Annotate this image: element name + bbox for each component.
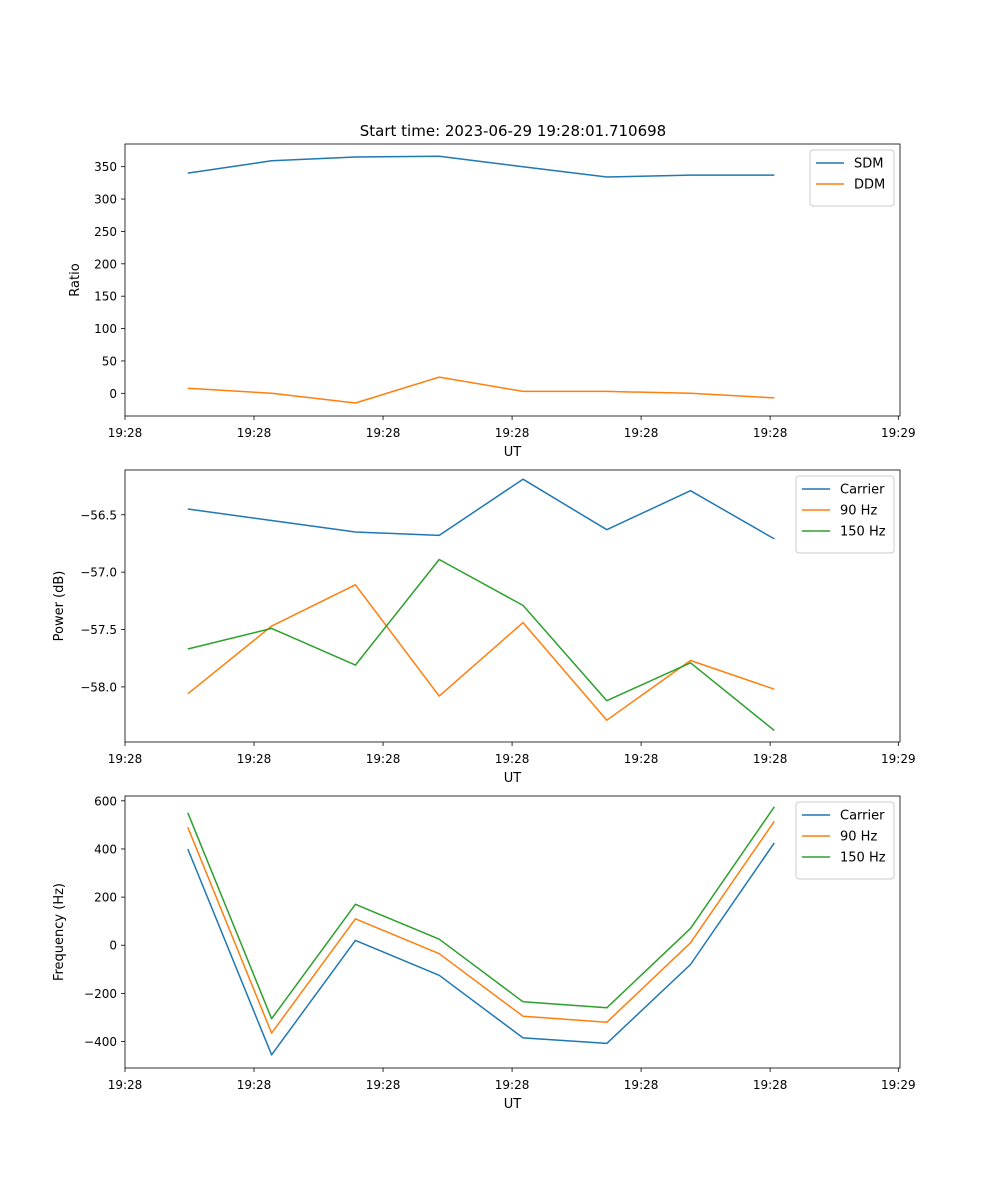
x-tick-label: 19:28 [366, 426, 401, 440]
x-tick-label: 19:29 [881, 1078, 916, 1092]
x-axis-label: UT [504, 445, 522, 460]
y-axis-label: Ratio [68, 263, 83, 296]
x-tick-label: 19:28 [108, 1078, 143, 1092]
legend-label: Carrier [840, 483, 885, 498]
y-tick-label: 50 [102, 354, 117, 368]
y-tick-label: −57.0 [80, 566, 117, 580]
series-line-carrier [187, 842, 775, 1056]
legend-label: SDM [854, 157, 883, 172]
series-line-150-hz [187, 806, 775, 1020]
series-line-90-hz [187, 584, 775, 721]
chart-panel-3: 19:28 19:28 19:28 19:28 19:28 19:28 19:29 −400 −… [52, 794, 916, 1112]
series-line-carrier [187, 478, 775, 540]
x-tick-label: 19:29 [881, 752, 916, 766]
y-tick-label: 300 [94, 193, 117, 207]
figure-title: Start time: 2023-06-29 19:28:01.710698 [360, 122, 666, 140]
x-tick-label: 19:28 [237, 1078, 272, 1092]
y-tick-label: 0 [109, 939, 117, 953]
y-tick-label: 200 [94, 257, 117, 271]
axes-frame [124, 795, 901, 1069]
y-tick-label: −400 [84, 1035, 117, 1049]
series-line-sdm [187, 155, 775, 178]
series-line-150-hz [187, 558, 775, 732]
x-tick-label: 19:28 [108, 426, 143, 440]
x-axis-label: UT [504, 771, 522, 786]
x-tick-label: 19:28 [624, 752, 659, 766]
x-tick-label: 19:28 [366, 752, 401, 766]
x-tick-label: 19:28 [237, 426, 272, 440]
y-tick-label: −200 [84, 987, 117, 1001]
y-tick-label: 250 [94, 225, 117, 239]
x-tick-label: 19:28 [237, 752, 272, 766]
legend-box [795, 475, 895, 554]
y-axis-label: Frequency (Hz) [52, 883, 67, 981]
axes-frame [124, 143, 901, 417]
y-tick-label: −58.0 [80, 680, 117, 694]
series-line-ddm [187, 376, 775, 404]
legend-label: DDM [854, 178, 885, 193]
y-tick-label: 0 [109, 387, 117, 401]
legend-label: 150 Hz [840, 851, 886, 866]
y-tick-label: 150 [94, 290, 117, 304]
y-tick-label: 200 [94, 891, 117, 905]
chart-panel-1: 19:28 19:28 19:28 19:28 19:28 19:28 19:29 0 50 10… [68, 143, 916, 460]
x-tick-label: 19:28 [753, 426, 788, 440]
y-tick-label: −56.5 [80, 508, 117, 522]
y-tick-label: 350 [94, 160, 117, 174]
legend-label: 90 Hz [840, 830, 877, 845]
x-axis-label: UT [504, 1097, 522, 1112]
x-tick-label: 19:28 [753, 1078, 788, 1092]
series-line-90-hz [187, 820, 775, 1034]
x-tick-label: 19:29 [881, 426, 916, 440]
legend: Carrier 90 Hz 150 Hz [795, 801, 895, 880]
x-tick-label: 19:28 [624, 426, 659, 440]
legend-box [809, 149, 895, 207]
x-tick-label: 19:28 [624, 1078, 659, 1092]
x-tick-label: 19:28 [108, 752, 143, 766]
x-tick-label: 19:28 [495, 752, 530, 766]
y-axis-label: Power (dB) [52, 571, 67, 642]
legend-label: 90 Hz [840, 504, 877, 519]
y-tick-label: 400 [94, 842, 117, 856]
x-tick-label: 19:28 [753, 752, 788, 766]
x-tick-label: 19:28 [366, 1078, 401, 1092]
legend-label: 150 Hz [840, 525, 886, 540]
legend: Carrier 90 Hz 150 Hz [795, 475, 895, 554]
legend-label: Carrier [840, 809, 885, 824]
axes-frame [124, 469, 901, 743]
y-tick-label: −57.5 [80, 623, 117, 637]
legend-box [795, 801, 895, 880]
chart-panel-2: 19:28 19:28 19:28 19:28 19:28 19:28 19:29 −58.0… [52, 469, 916, 786]
y-tick-label: 600 [94, 794, 117, 808]
x-tick-label: 19:28 [495, 426, 530, 440]
y-tick-label: 100 [94, 322, 117, 336]
x-tick-label: 19:28 [495, 1078, 530, 1092]
legend: SDM DDM [809, 149, 895, 207]
